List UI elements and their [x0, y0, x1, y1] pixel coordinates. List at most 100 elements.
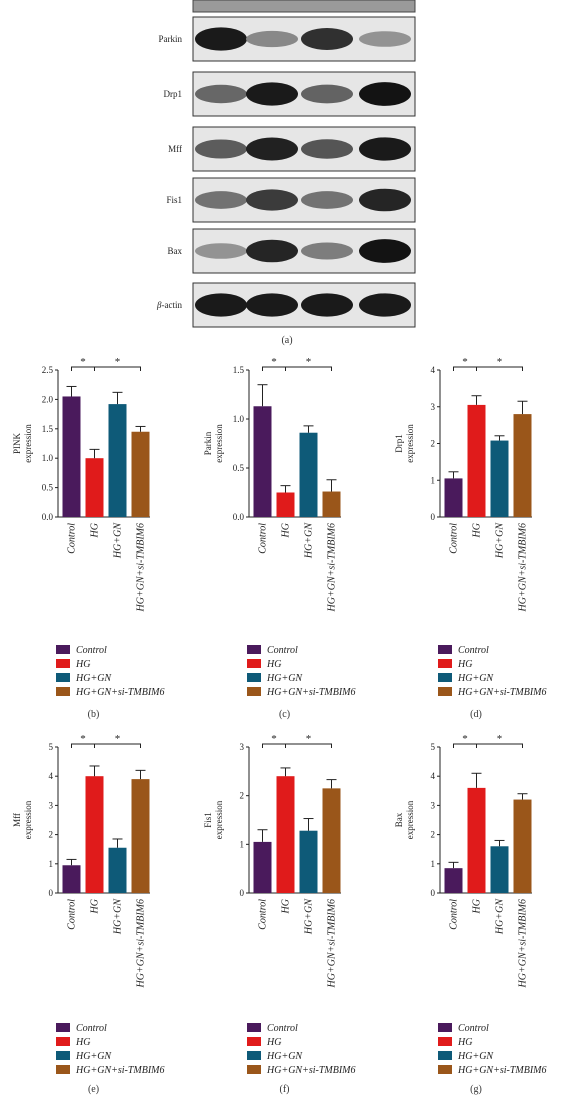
legend-label: Control: [267, 1023, 298, 1034]
bar-control: [444, 478, 463, 517]
legend-swatch: [438, 1051, 452, 1060]
significance-bracket: [262, 366, 332, 371]
x-tick-label: HG+GN+si-TMBIM6: [327, 523, 338, 613]
y-tick-label: 0: [431, 512, 436, 522]
x-tick-label: HG: [281, 899, 292, 914]
bar-control: [62, 396, 81, 517]
x-tick-label: HG+GN+si-TMBIM6: [136, 523, 147, 613]
y-tick-label: 1.0: [233, 414, 245, 424]
x-tick-label: Control: [258, 523, 269, 554]
x-tick-label: HG+GN: [304, 522, 315, 559]
legend-swatch: [247, 687, 261, 696]
legend-swatch: [438, 659, 452, 668]
significance-star: *: [115, 356, 121, 368]
bar-hg-gn-si-tmbim6: [131, 431, 150, 517]
significance-star: *: [271, 356, 277, 368]
legend-swatch: [56, 645, 70, 654]
chart-parkin-expression: 0.0 0.5 1.0 1.5 Parkinexpression * * Control HG H…: [203, 356, 356, 720]
panel-caption: (f): [280, 1084, 290, 1095]
significance-star: *: [80, 356, 86, 368]
y-tick-label: 2: [49, 830, 54, 840]
legend-label: HG+GN+si-TMBIM6: [266, 1065, 356, 1076]
legend-swatch: [438, 645, 452, 654]
x-tick-label: HG+GN+si-TMBIM6: [136, 899, 147, 989]
significance-bracket: [453, 743, 523, 748]
blot-band: [246, 30, 298, 48]
x-tick-label: HG: [90, 523, 101, 538]
blot-band: [195, 293, 247, 317]
blot-band: [301, 28, 353, 50]
y-tick-label: 0: [49, 888, 54, 898]
bar-hg-gn-si-tmbim6: [322, 788, 341, 893]
x-tick-label: HG+GN+si-TMBIM6: [518, 523, 529, 613]
y-tick-label: 1: [240, 839, 245, 849]
y-tick-label: 1: [49, 859, 54, 869]
x-tick-label: Control: [449, 523, 460, 554]
legend-swatch: [56, 673, 70, 682]
y-tick-label: 1: [431, 475, 436, 485]
y-tick-label: 5: [431, 742, 436, 752]
x-tick-label: Control: [449, 899, 460, 930]
y-tick-label: 5: [49, 742, 54, 752]
bar-control: [253, 841, 272, 893]
x-tick-label: Control: [67, 899, 78, 930]
blot-band: [195, 27, 247, 51]
panel-caption: (b): [88, 709, 100, 720]
blot-band: [359, 188, 411, 212]
blot-band: [359, 293, 411, 317]
bar-hg-gn: [299, 830, 318, 893]
bar-hg-gn: [299, 432, 318, 517]
bar-hg-gn: [490, 846, 509, 893]
significance-bracket: [453, 366, 523, 371]
legend-swatch: [247, 1023, 261, 1032]
legend-label: HG+GN+si-TMBIM6: [457, 687, 547, 698]
y-tick-label: 3: [431, 800, 436, 810]
legend-swatch: [438, 1023, 452, 1032]
legend-label: Control: [76, 1023, 107, 1034]
chart-drp1-expression: 0 1 2 3 4 Drp1expression * * Control HG HG+GN HG+GN…: [394, 356, 547, 720]
y-tick-label: 2.0: [42, 394, 54, 404]
bar-hg: [467, 404, 486, 517]
bar-hg-gn: [108, 404, 127, 517]
significance-star: *: [306, 356, 312, 368]
x-tick-label: HG: [90, 899, 101, 914]
y-tick-label: 0.5: [42, 483, 54, 493]
blot-label-drp1: Drp1: [164, 89, 183, 99]
legend-swatch: [56, 1023, 70, 1032]
bar-control: [253, 406, 272, 517]
bar-hg-gn-si-tmbim6: [131, 779, 150, 893]
y-tick-label: 0: [431, 888, 436, 898]
x-tick-label: HG: [472, 899, 483, 914]
blot-top-strip: [192, 0, 416, 13]
y-axis-label: PINKexpression: [12, 424, 33, 463]
y-tick-label: 1: [431, 859, 436, 869]
significance-star: *: [115, 733, 121, 745]
x-tick-label: HG: [472, 523, 483, 538]
legend-swatch: [247, 645, 261, 654]
legend-swatch: [438, 687, 452, 696]
legend-swatch: [438, 1037, 452, 1046]
x-tick-label: HG+GN: [495, 898, 506, 935]
y-tick-label: 4: [49, 771, 54, 781]
x-tick-label: HG+GN+si-TMBIM6: [518, 899, 529, 989]
panel-caption: (g): [470, 1084, 482, 1095]
legend-label: HG: [266, 1037, 281, 1048]
bar-hg-gn-si-tmbim6: [513, 414, 532, 517]
y-tick-label: 2: [240, 791, 245, 801]
legend-swatch: [56, 687, 70, 696]
legend-swatch: [56, 1065, 70, 1074]
significance-star: *: [462, 356, 468, 368]
significance-star: *: [271, 733, 277, 745]
legend-label: Control: [458, 1023, 489, 1034]
y-tick-label: 0: [240, 888, 245, 898]
legend-label: HG+GN: [457, 673, 494, 684]
blot-band: [359, 82, 411, 106]
x-tick-label: HG: [281, 523, 292, 538]
legend-label: Control: [267, 645, 298, 656]
legend-swatch: [56, 1037, 70, 1046]
legend-label: HG+GN+si-TMBIM6: [75, 1065, 165, 1076]
chart-mff-expression: 0 1 2 3 4 5 Mffexpression * * Control HG HG+GN HG+GN…: [12, 733, 165, 1095]
bar-control: [444, 868, 463, 893]
chart-pink-expression: 0.0 0.5 1.0 1.5 2.0 2.5 PINKexpression * * Contro…: [12, 356, 165, 720]
blot-caption: (a): [281, 335, 292, 346]
